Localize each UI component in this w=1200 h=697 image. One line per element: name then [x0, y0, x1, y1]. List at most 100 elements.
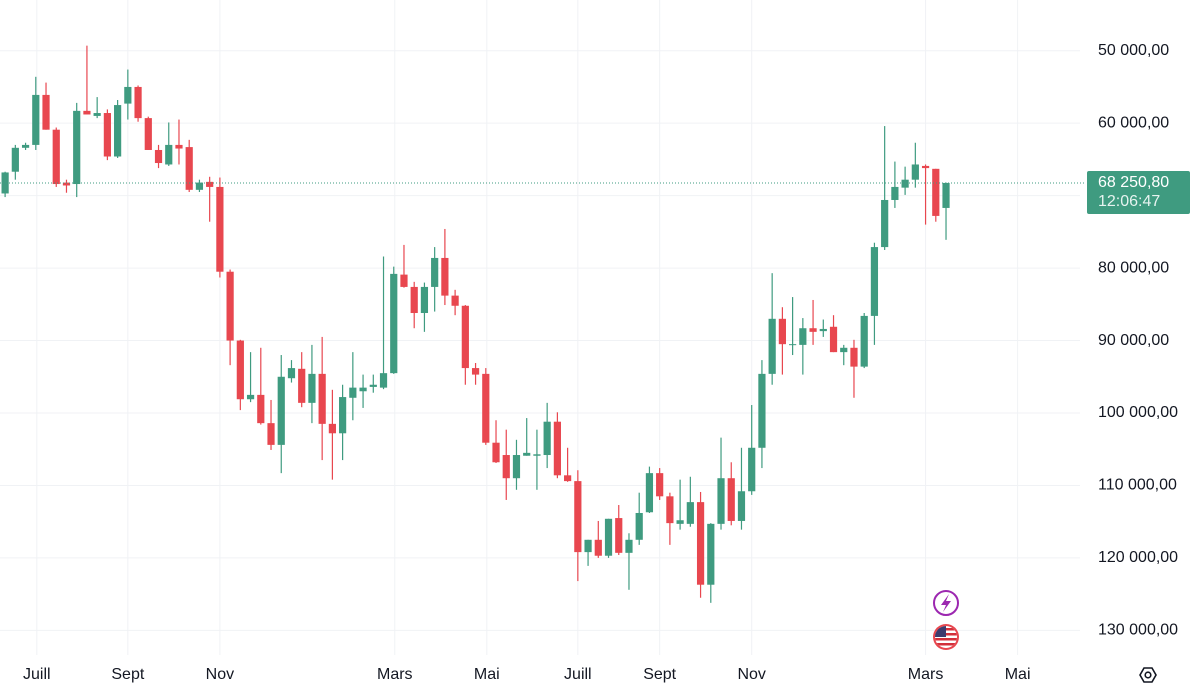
candles	[0, 45, 1085, 603]
x-tick-label: Juill	[23, 666, 51, 683]
candle-body	[441, 257, 449, 296]
candle-body	[298, 368, 306, 403]
candle-body	[277, 376, 285, 445]
x-tick-label: Juill	[564, 666, 592, 683]
x-tick-label: Sept	[111, 666, 144, 683]
candle-body	[911, 164, 919, 180]
candle-body	[410, 286, 418, 314]
candle-body	[114, 105, 122, 157]
candle-body	[420, 286, 429, 314]
candle-body	[471, 368, 480, 375]
candle-body	[492, 442, 500, 463]
candle-body	[73, 110, 81, 185]
candle-body	[400, 274, 408, 287]
candle-body	[32, 94, 40, 145]
candle-body	[390, 273, 398, 374]
grid	[0, 0, 1080, 655]
candle-body	[829, 326, 838, 353]
candle-body	[267, 423, 275, 445]
candle-body	[185, 147, 193, 190]
last-price-box	[1087, 170, 1190, 214]
candle-body	[216, 186, 224, 272]
candle-body	[523, 452, 531, 456]
candle-body	[124, 86, 132, 104]
x-tick-label: Sept	[643, 666, 676, 683]
x-tick-label: Nov	[206, 666, 234, 683]
candle-body	[359, 387, 367, 392]
candle-body	[246, 394, 255, 400]
candle-body	[625, 539, 633, 553]
candle-body	[615, 518, 623, 553]
candle-body	[339, 397, 347, 434]
candle-body	[942, 182, 950, 208]
candle-body	[328, 423, 336, 434]
candle-body	[42, 94, 50, 130]
candle-body	[553, 421, 561, 476]
candle-body	[195, 182, 204, 190]
candle-body	[206, 181, 214, 187]
candle-body	[737, 491, 746, 521]
candle-body	[369, 384, 377, 387]
candle-body	[778, 318, 786, 345]
y-tick-label: 130 000,00	[1098, 622, 1178, 639]
candle-body	[819, 328, 827, 332]
candle-body	[676, 520, 684, 524]
candle-body	[604, 518, 613, 556]
candle-body	[921, 165, 930, 169]
candle-body	[932, 168, 940, 216]
candle-body	[154, 149, 163, 164]
candle-body	[287, 368, 296, 379]
candle-body	[502, 455, 510, 479]
y-tick-label: 60 000,00	[1098, 114, 1169, 131]
x-tick-label: Mai	[474, 666, 500, 683]
candle-body	[686, 502, 694, 524]
candle-body	[564, 475, 572, 482]
candle-body	[717, 478, 725, 524]
candle-body	[870, 247, 879, 316]
x-tick-label: Nov	[737, 666, 765, 683]
y-tick-label: 90 000,00	[1098, 332, 1169, 349]
candle-body	[574, 481, 582, 553]
candle-body	[52, 129, 60, 185]
candle-body	[645, 473, 654, 513]
candle-body	[901, 179, 909, 188]
x-tick-label: Mars	[908, 666, 944, 683]
candle-body	[62, 182, 71, 186]
candle-body	[512, 455, 521, 479]
candle-body	[707, 523, 715, 585]
candle-body	[236, 340, 244, 400]
candle-body	[850, 347, 858, 367]
candle-body	[318, 373, 326, 424]
us-flag-icon[interactable]	[933, 624, 959, 650]
settings-icon[interactable]	[1139, 667, 1157, 683]
candle-body	[891, 186, 899, 200]
x-tick-label: Mai	[1005, 666, 1031, 683]
candle-body	[257, 394, 265, 424]
lightning-icon[interactable]	[933, 590, 959, 616]
candle-body	[21, 144, 30, 148]
candle-body	[748, 447, 756, 492]
candle-body	[584, 539, 592, 553]
countdown-label: 12:06:47	[1098, 193, 1160, 210]
candle-body	[696, 502, 705, 585]
x-tick-label: Mars	[377, 666, 413, 683]
candle-body	[93, 113, 101, 116]
candle-body	[103, 113, 111, 157]
candle-body	[451, 295, 459, 306]
y-tick-label: 120 000,00	[1098, 549, 1178, 566]
y-tick-label: 80 000,00	[1098, 259, 1169, 276]
candle-body	[226, 271, 234, 341]
last-price-label: 68 250,80	[1098, 174, 1169, 191]
candle-body	[881, 199, 889, 248]
candle-body	[809, 328, 817, 332]
candle-body	[840, 347, 848, 353]
candle-body	[1, 172, 9, 194]
candle-body	[656, 473, 664, 497]
y-tick-label: 110 000,00	[1098, 477, 1177, 494]
candle-body	[768, 318, 776, 374]
candle-body	[635, 512, 643, 540]
candle-body	[758, 373, 766, 448]
candle-body	[11, 147, 19, 172]
y-tick-label: 50 000,00	[1098, 42, 1169, 59]
candle-body	[134, 86, 142, 119]
